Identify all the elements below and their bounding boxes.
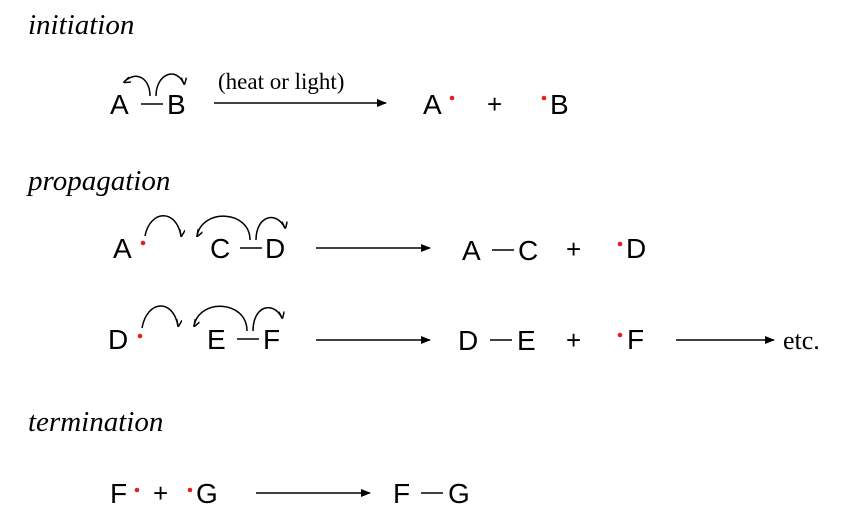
propagation-step1-radical-a: A <box>113 233 132 264</box>
radical-dot <box>137 333 143 339</box>
termination-product-g: G <box>448 478 470 509</box>
initiation-reactant-b: B <box>167 89 186 120</box>
propagation-step2-plus: + <box>566 325 581 355</box>
propagation-step2-new-radical-f: F <box>627 324 644 355</box>
termination-product-f: F <box>393 478 410 509</box>
propagation-step2-product-e: E <box>517 325 536 356</box>
initiation-product-b: B <box>550 89 569 120</box>
propagation-step2-radical-d: D <box>108 324 128 355</box>
initiation-reactant-a: A <box>110 89 129 120</box>
propagation-step1-fishhook-from-bond <box>197 215 251 241</box>
propagation-step2-fishhook-from-bond <box>194 305 248 332</box>
radical-dot <box>617 241 623 247</box>
propagation-step1-reactant-d: D <box>265 233 285 264</box>
initiation-fishhook-arrow-right <box>155 73 184 97</box>
radical-dot <box>140 240 146 246</box>
propagation-step1-new-radical-d: D <box>626 233 646 264</box>
propagation-step2-fishhook-to-f <box>252 307 282 332</box>
propagation-step1-fishhook-to-d <box>255 216 285 241</box>
propagation-step1-fishhook-from-a <box>144 215 181 236</box>
propagation-step1-product-c: C <box>518 235 538 266</box>
propagation-step1-product-a: A <box>462 235 481 266</box>
termination-plus: + <box>153 478 168 508</box>
radical-dot <box>449 95 455 101</box>
termination-heading: termination <box>28 406 163 438</box>
propagation-step1-plus: + <box>566 234 581 264</box>
radical-dot <box>187 487 193 493</box>
propagation-step2-reactant-f: F <box>263 324 280 355</box>
initiation-product-a: A <box>423 89 442 120</box>
initiation-fishhook-arrow-left <box>124 75 151 97</box>
initiation-heading: initiation <box>28 9 134 41</box>
radical-dot <box>541 95 547 101</box>
radical-dot <box>617 332 623 338</box>
propagation-step2-fishhook-from-d <box>141 305 178 329</box>
initiation-plus: + <box>487 89 502 119</box>
termination-radical-f: F <box>110 478 127 509</box>
propagation-step1-reactant-c: C <box>210 233 230 264</box>
initiation-condition-label: (heat or light) <box>218 69 344 94</box>
continuation-etc-label: etc. <box>783 326 820 355</box>
propagation-heading: propagation <box>26 165 170 197</box>
propagation-step2-reactant-e: E <box>207 324 226 355</box>
termination-radical-g: G <box>196 478 218 509</box>
propagation-step2-product-d: D <box>458 325 478 356</box>
radical-dot <box>134 487 140 493</box>
